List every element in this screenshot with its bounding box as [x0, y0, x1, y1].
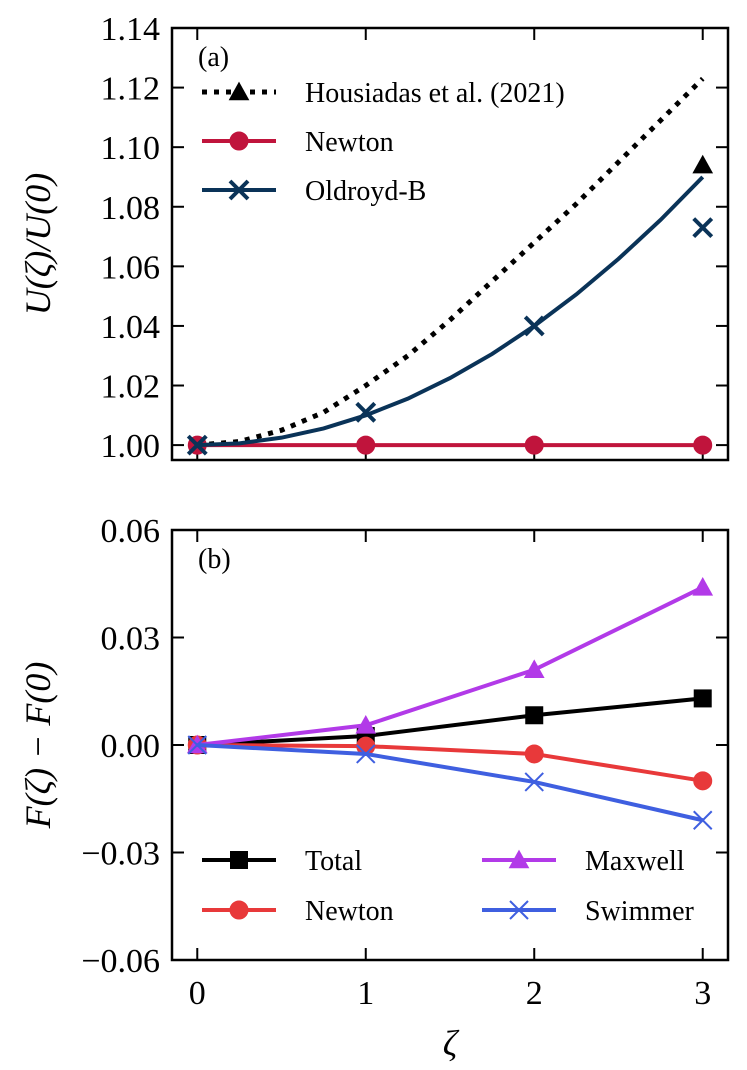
legend-label: Swimmer	[585, 896, 695, 927]
legend-marker	[228, 81, 250, 101]
series-oldroyd-b	[186, 175, 714, 456]
plot-frame	[170, 26, 730, 462]
series-line	[197, 696, 703, 747]
data-point	[524, 435, 544, 455]
legend-marker	[230, 851, 248, 869]
data-point	[523, 315, 545, 337]
series-line	[197, 743, 704, 783]
series-line	[197, 175, 705, 448]
legend-item: Newton	[202, 127, 394, 158]
data-point	[356, 435, 376, 455]
legend-label: Newton	[305, 896, 394, 927]
data-point	[693, 689, 712, 708]
series-newton	[187, 735, 713, 791]
y-tick-label: 1.10	[101, 130, 161, 167]
data-point	[693, 771, 713, 791]
panel-a: 1.00 1.02 1.04 1.06 1.08 1.10 1.12 1.14 U(ζ)/U(0…	[18, 11, 730, 465]
legend-label: Housiadas et al. (2021)	[305, 78, 565, 109]
panel-label: (a)	[198, 42, 229, 73]
y-tick-label: 1.04	[101, 309, 161, 346]
legend-item: Newton	[202, 896, 394, 927]
x-tick-label: 0	[189, 975, 206, 1012]
legend-label: Total	[305, 846, 362, 877]
data-point	[355, 401, 377, 423]
legend-marker	[228, 179, 250, 201]
x-tick-label: 2	[526, 975, 543, 1012]
legend-marker	[508, 849, 530, 869]
y-tick-label: −0.06	[81, 943, 160, 980]
data-point	[692, 576, 714, 596]
data-point	[693, 435, 713, 455]
legend-label: Oldroyd-B	[305, 176, 426, 207]
series-swimmer	[187, 735, 713, 830]
data-point	[692, 154, 714, 174]
data-point	[356, 744, 376, 764]
legend-marker	[509, 900, 529, 920]
data-point	[525, 706, 544, 725]
legend-item: Swimmer	[482, 896, 695, 927]
legend-marker	[229, 900, 249, 920]
series-newton	[187, 435, 713, 455]
y-tick-label: 1.00	[101, 428, 161, 465]
legend-marker	[229, 131, 249, 151]
y-tick-label: 1.02	[101, 369, 161, 406]
x-tick-label: 3	[694, 975, 711, 1012]
y-tick-label: 0.03	[101, 621, 161, 658]
legend-item: Total	[202, 846, 362, 877]
legend-label: Maxwell	[585, 846, 685, 877]
data-point	[355, 714, 377, 734]
data-point	[523, 659, 545, 679]
data-point	[524, 772, 544, 792]
data-point	[692, 217, 714, 239]
y-tick-label: 0.00	[101, 728, 161, 765]
data-point	[186, 434, 208, 456]
series-housiadas-et-al-2021	[197, 76, 714, 448]
y-tick-label: 1.12	[101, 71, 161, 108]
y-tick-label: −0.03	[81, 836, 160, 873]
y-axis-label: F(ζ) − F(0)	[18, 662, 58, 830]
y-tick-label: 1.06	[101, 249, 161, 286]
series-line	[197, 585, 704, 747]
data-point	[187, 735, 207, 755]
x-axis-label: ζ	[443, 1023, 460, 1063]
data-point	[524, 744, 544, 764]
panel-label: (b)	[198, 544, 231, 575]
y-tick-label: 1.08	[101, 190, 161, 227]
legend-label: Newton	[305, 127, 394, 158]
x-tick-label: 1	[357, 975, 374, 1012]
legend-item: Maxwell	[482, 846, 685, 877]
y-tick-label: 1.14	[101, 11, 161, 48]
legend: Housiadas et al. (2021) Newton Oldroyd-B	[202, 78, 565, 207]
legend-item: Oldroyd-B	[202, 176, 426, 207]
panel-b: −0.06 −0.03 0.00 0.03 0.06 0 1 2 3 F(ζ) − F(0) ζ (b…	[18, 513, 730, 1063]
series-line	[197, 743, 704, 823]
legend-item: Housiadas et al. (2021)	[202, 78, 565, 109]
data-point	[693, 810, 713, 830]
y-tick-label: 0.06	[101, 513, 161, 550]
legend: Total Newton Maxwell Swimmer	[202, 846, 695, 927]
y-axis-label: U(ζ)/U(0)	[18, 173, 58, 316]
series-line	[197, 76, 705, 448]
